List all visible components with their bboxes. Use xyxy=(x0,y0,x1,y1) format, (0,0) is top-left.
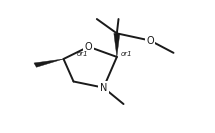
Text: or1: or1 xyxy=(77,51,89,57)
Text: N: N xyxy=(100,83,107,93)
Text: or1: or1 xyxy=(120,51,132,57)
Polygon shape xyxy=(114,33,120,57)
Polygon shape xyxy=(34,59,64,67)
Text: O: O xyxy=(146,36,154,45)
Text: O: O xyxy=(85,42,92,52)
